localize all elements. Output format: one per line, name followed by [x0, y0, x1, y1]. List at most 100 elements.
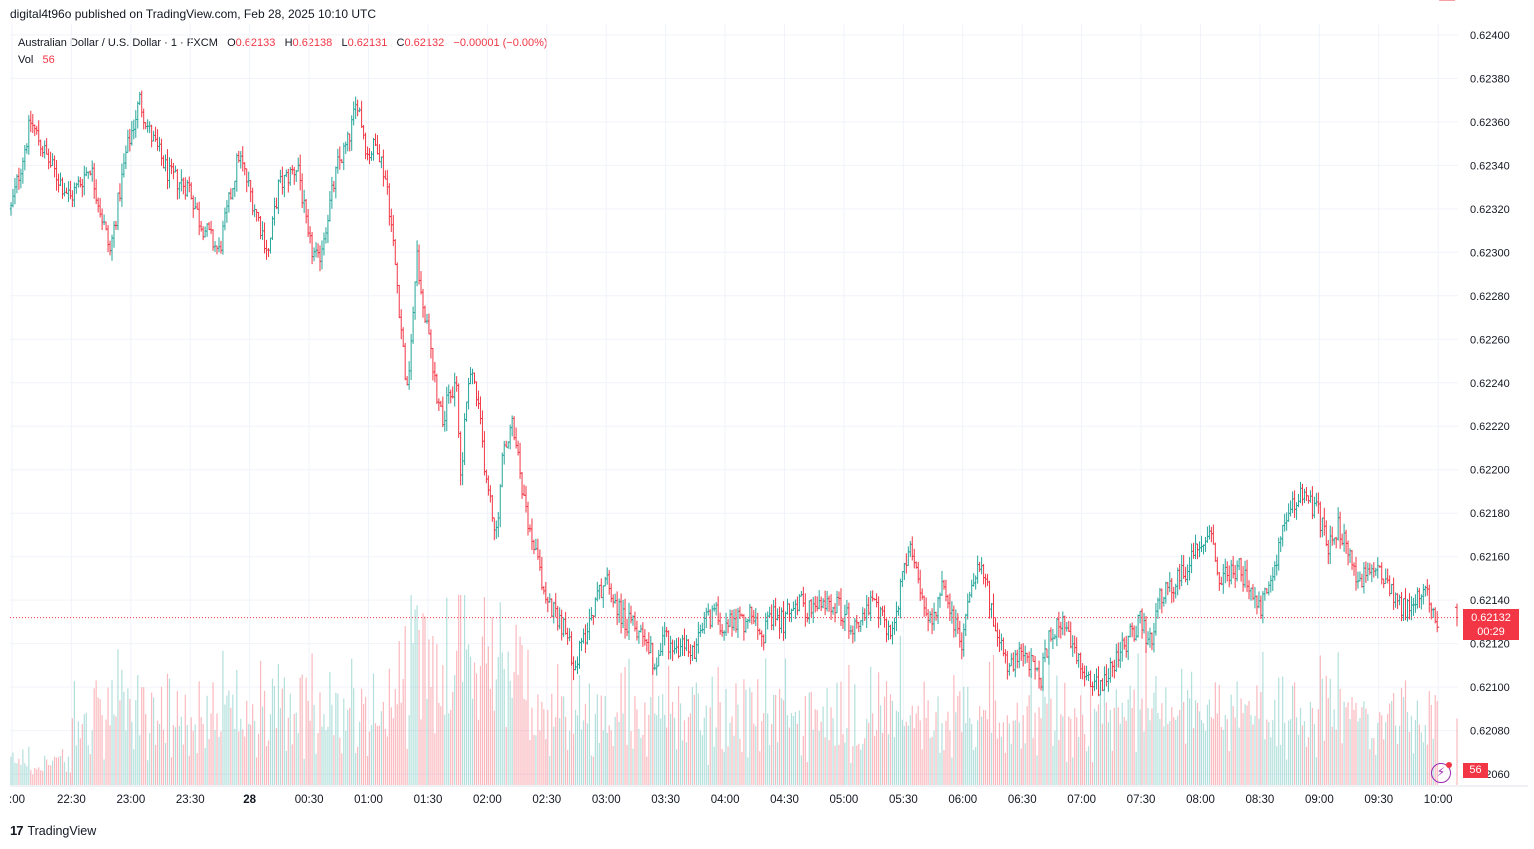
- ohlc-bar: [429, 329, 433, 359]
- ohlc-bar: [966, 593, 969, 620]
- ohlc-bar: [192, 195, 195, 218]
- volume-bar: [1212, 718, 1214, 785]
- volume-bar: [986, 719, 989, 785]
- volume-bar: [969, 717, 971, 785]
- volume-bar: [933, 730, 935, 785]
- ohlc-bar: [475, 381, 478, 407]
- ohlc-bar: [970, 579, 973, 598]
- volume-bar: [1329, 678, 1331, 785]
- ohlc-bar: [948, 593, 952, 621]
- volume-bar: [337, 693, 339, 785]
- volume-bar: [1014, 720, 1016, 785]
- volume-bar: [1339, 688, 1341, 785]
- ohlc-bar: [59, 172, 62, 187]
- volume-bar: [1153, 692, 1155, 785]
- price-tick-label: 0.62080: [1470, 726, 1510, 738]
- legend-symbol[interactable]: Australian Dollar / U.S. Dollar · 1 · FX…: [18, 37, 218, 49]
- ohlc-bar: [1437, 0, 1441, 628]
- legend-vol-label[interactable]: Vol: [18, 54, 34, 66]
- ohlc-bar: [701, 622, 704, 634]
- volume-bar: [333, 735, 335, 785]
- volume-bar: [491, 617, 493, 785]
- volume-bar: [1418, 724, 1420, 785]
- volume-bar: [1387, 713, 1389, 785]
- ohlc-bar: [227, 191, 231, 213]
- ohlc-bar: [1291, 491, 1294, 514]
- volume-bar: [662, 694, 664, 785]
- volume-bar: [931, 737, 933, 785]
- volume-bar: [250, 724, 252, 785]
- brand-name: TradingView: [27, 823, 97, 838]
- legend-high-value: 0.62138: [292, 37, 333, 49]
- volume-bar: [628, 658, 630, 785]
- ohlc-bar: [808, 600, 811, 625]
- volume-bar: [145, 713, 147, 785]
- volume-bar: [63, 762, 66, 785]
- volume-bar: [675, 749, 678, 785]
- ohlc-bar: [23, 145, 27, 171]
- time-tick-label: 05:00: [830, 794, 859, 806]
- volume-bar: [343, 698, 345, 785]
- volume-bar: [790, 713, 793, 785]
- ohlc-bar: [316, 243, 320, 258]
- volume-bar: [909, 715, 911, 785]
- ohlc-bar: [320, 240, 324, 270]
- volume-bar: [1038, 707, 1040, 785]
- volume-bar: [703, 717, 705, 785]
- volume-bar: [1228, 751, 1230, 785]
- volume-bar: [1272, 720, 1274, 785]
- volume-bar: [430, 686, 432, 785]
- volume-bar: [939, 752, 941, 785]
- ohlc-bar: [1188, 556, 1191, 581]
- ohlc-bar: [1059, 621, 1063, 639]
- ohlc-bar: [730, 609, 734, 637]
- bar-countdown: 00:29: [1477, 625, 1505, 638]
- ohlc-bar: [1178, 564, 1181, 590]
- volume-bar: [1234, 717, 1236, 785]
- volume-bar: [16, 763, 18, 785]
- volume-bar: [1056, 675, 1058, 785]
- ohlc-bar: [209, 220, 213, 234]
- footer-brand[interactable]: 17 TradingView: [10, 823, 96, 838]
- ohlc-bar: [407, 361, 411, 390]
- volume-bar: [705, 705, 707, 785]
- ohlc-bar: [744, 617, 748, 633]
- ohlc-bar: [1374, 567, 1377, 576]
- ohlc-bar: [964, 613, 967, 637]
- time-tick-label: 03:30: [651, 794, 680, 806]
- ohlc-bar: [732, 609, 736, 631]
- volume-bar: [796, 723, 798, 785]
- volume-bar: [436, 643, 438, 785]
- time-tick-label: 04:00: [711, 794, 740, 806]
- volume-bar: [267, 740, 270, 785]
- ohlc-bar: [1418, 587, 1421, 608]
- ohlc-bar: [295, 169, 298, 183]
- volume-bar: [614, 716, 616, 785]
- volume-bar: [887, 734, 890, 785]
- volume-bar: [1058, 740, 1060, 785]
- volume-bar: [1398, 725, 1401, 785]
- volume-bar: [899, 635, 901, 785]
- ohlc-bar: [1422, 583, 1425, 605]
- lightning-icon[interactable]: ⚡: [1431, 763, 1451, 783]
- ohlc-bar: [65, 187, 68, 194]
- ohlc-bar: [1297, 493, 1300, 508]
- volume-bar: [1268, 722, 1270, 785]
- ohlc-bar: [1089, 670, 1092, 687]
- volume-bar: [1345, 707, 1347, 785]
- ohlc-bar: [1224, 558, 1227, 584]
- volume-bar: [1163, 726, 1165, 785]
- volume-bar: [1357, 721, 1359, 785]
- volume-bar: [287, 717, 289, 785]
- volume-bar: [265, 746, 268, 785]
- volume-bar: [1046, 703, 1048, 785]
- ohlc-bar: [950, 601, 954, 624]
- volume-bar: [1196, 702, 1199, 785]
- volume-bar: [640, 737, 642, 785]
- volume-bar: [838, 744, 840, 785]
- volume-bar: [1278, 677, 1280, 785]
- ohlc-bar: [17, 167, 21, 190]
- volume-bar: [685, 742, 688, 785]
- volume-bar: [1131, 707, 1133, 785]
